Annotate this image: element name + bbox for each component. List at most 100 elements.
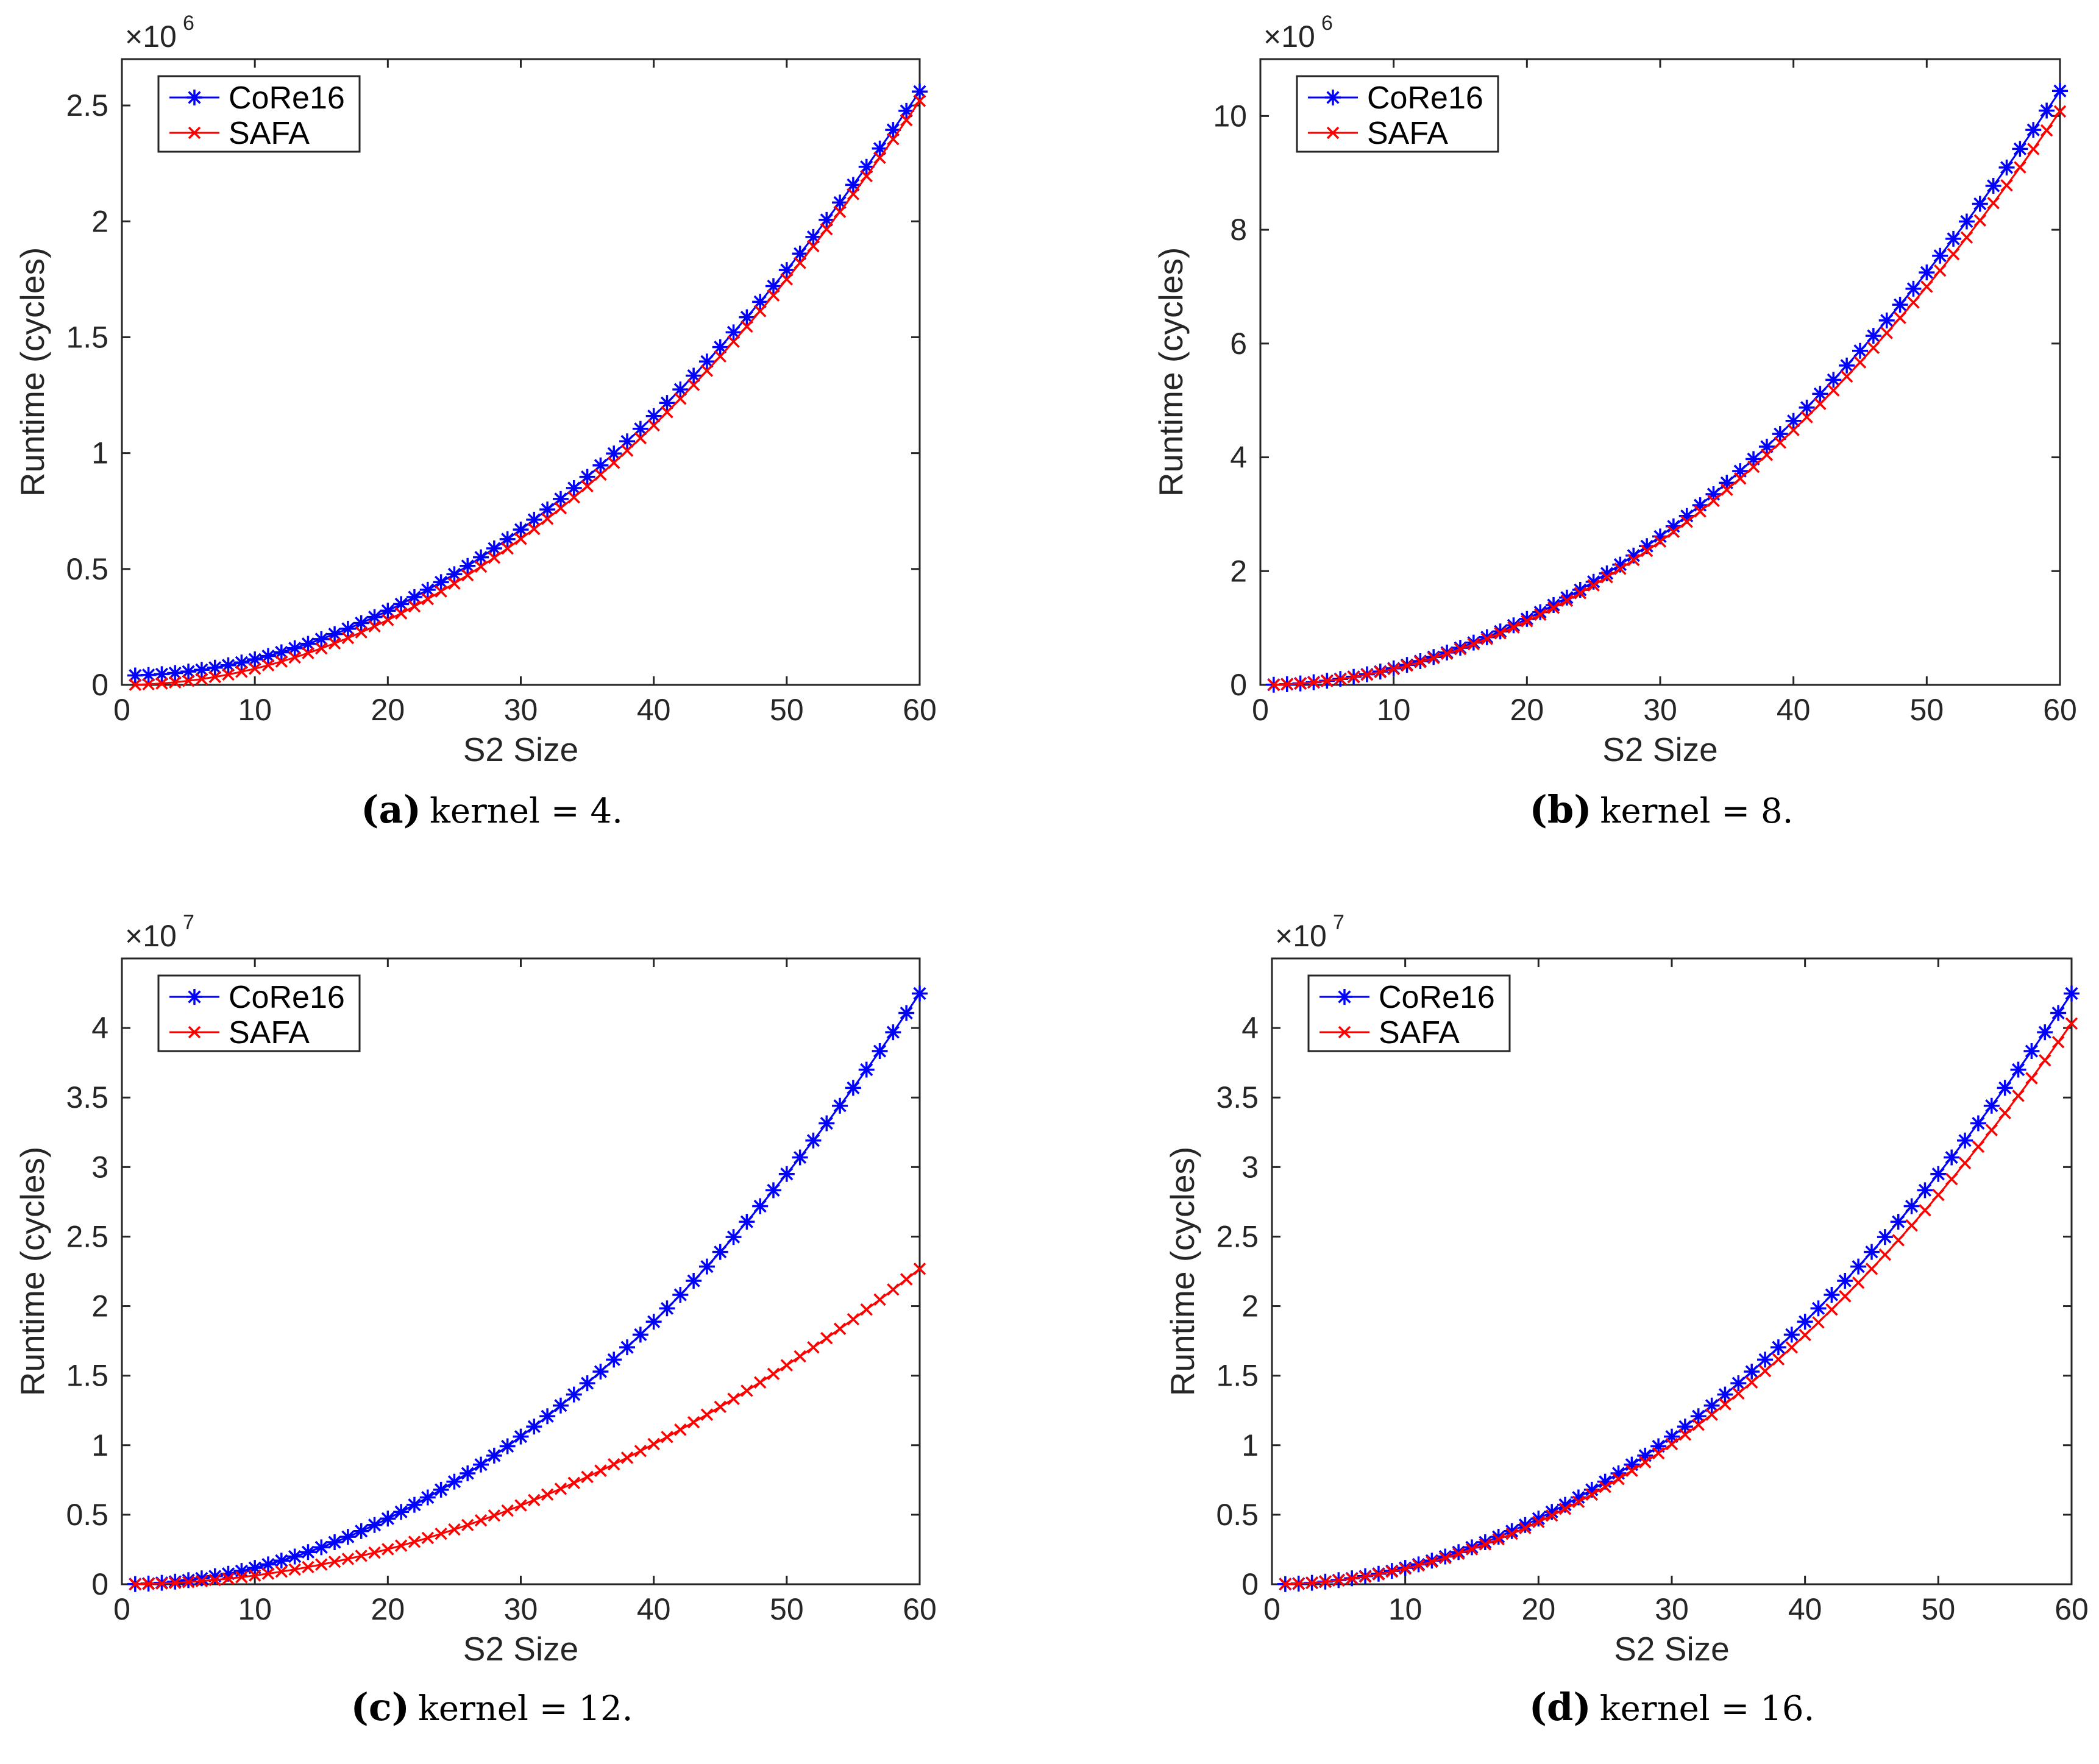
data-point <box>566 1386 582 1403</box>
y-axis-label: Runtime (cycles) <box>1163 1147 1201 1397</box>
data-point <box>1690 1408 1707 1425</box>
data-point <box>833 1322 847 1335</box>
data-point <box>634 431 647 445</box>
y-tick-label: 10 <box>1213 99 1247 133</box>
data-point <box>2053 105 2067 118</box>
data-point <box>1825 372 1842 388</box>
axis-multiplier-exponent: 7 <box>1333 911 1344 934</box>
data-point <box>406 1497 422 1513</box>
data-point <box>741 1384 753 1397</box>
data-point <box>672 1286 689 1303</box>
data-point <box>167 665 183 681</box>
plot-area <box>1259 58 2061 686</box>
x-tick-label: 20 <box>371 693 405 727</box>
data-point <box>606 445 622 462</box>
data-point <box>1744 1363 1760 1380</box>
data-point <box>1877 1229 1893 1245</box>
y-tick-label: 3 <box>91 1150 108 1184</box>
data-point <box>501 542 514 555</box>
data-point <box>1507 621 1520 634</box>
data-point <box>1945 1172 1958 1186</box>
panel-caption: (d) kernel = 16. <box>1529 1685 1815 1729</box>
data-point <box>394 607 408 620</box>
data-point <box>193 1570 210 1587</box>
data-point <box>767 1367 780 1381</box>
data-point <box>1653 535 1667 548</box>
data-point <box>1677 1419 1693 1435</box>
data-point <box>1920 280 1933 293</box>
data-point <box>129 1578 142 1591</box>
data-point <box>1572 582 1588 598</box>
x-tick-label: 60 <box>2043 693 2077 727</box>
data-point <box>1985 177 2001 194</box>
data-point <box>780 273 794 286</box>
data-point <box>2039 102 2055 119</box>
data-point <box>1494 627 1507 640</box>
data-point <box>1878 312 1895 328</box>
data-point <box>819 211 835 228</box>
data-point <box>1824 1286 1840 1303</box>
data-point <box>207 1568 223 1584</box>
data-point <box>1864 1244 1880 1260</box>
data-point <box>1903 1198 1920 1214</box>
data-point <box>739 1214 755 1230</box>
y-axis-label: Runtime (cycles) <box>13 1147 51 1397</box>
data-point <box>620 1451 634 1464</box>
data-point <box>1533 608 1547 621</box>
legend-entry: SAFA <box>229 116 310 151</box>
data-point <box>2027 143 2040 155</box>
data-point <box>1825 1303 1838 1316</box>
data-point <box>302 1560 314 1574</box>
data-point <box>129 678 142 691</box>
data-point <box>1839 357 1855 374</box>
data-point <box>541 512 554 525</box>
data-point <box>647 1437 660 1451</box>
data-point <box>752 1198 769 1214</box>
data-point <box>1717 1386 1733 1403</box>
data-point <box>1692 1419 1705 1431</box>
data-point <box>1919 1204 1931 1217</box>
series-safa <box>1279 1017 2078 1590</box>
x-tick-label: 10 <box>238 1592 272 1626</box>
x-tick-label: 0 <box>1252 693 1269 727</box>
data-point <box>1852 1276 1865 1289</box>
data-point <box>1639 538 1655 554</box>
legend-box <box>1296 75 1499 153</box>
data-point <box>474 1514 488 1527</box>
data-point <box>1760 448 1774 461</box>
legend-marker <box>1338 1025 1351 1039</box>
y-tick-label: 0.5 <box>66 552 108 586</box>
data-point <box>408 1536 421 1548</box>
data-point <box>182 1576 195 1589</box>
legend-marker <box>186 90 202 105</box>
x-tick-label: 30 <box>1655 1592 1689 1626</box>
data-point <box>647 419 660 432</box>
data-point <box>579 469 595 485</box>
x-tick-label: 0 <box>113 693 130 727</box>
x-tick-label: 50 <box>1922 1592 1956 1626</box>
legend-entry: CoRe16 <box>1379 980 1495 1015</box>
data-point <box>1572 1495 1585 1509</box>
data-point <box>1401 659 1413 672</box>
data-point <box>541 1488 554 1501</box>
data-point <box>142 1578 155 1590</box>
data-point <box>1692 497 1708 514</box>
data-point <box>1865 1263 1878 1275</box>
data-point <box>619 1339 636 1356</box>
data-point <box>1667 525 1680 539</box>
data-point <box>807 1341 820 1354</box>
data-point <box>2050 1005 2067 1021</box>
data-point <box>1867 341 1880 355</box>
data-point <box>327 626 343 642</box>
data-point <box>1680 515 1693 528</box>
x-tick-label: 40 <box>637 693 671 727</box>
data-point <box>127 667 143 684</box>
legend-marker <box>188 126 201 140</box>
data-point <box>765 1182 782 1199</box>
data-point <box>912 985 928 1002</box>
data-point <box>632 420 648 437</box>
data-point <box>1585 573 1602 590</box>
data-point <box>486 540 502 557</box>
data-point <box>727 335 740 348</box>
